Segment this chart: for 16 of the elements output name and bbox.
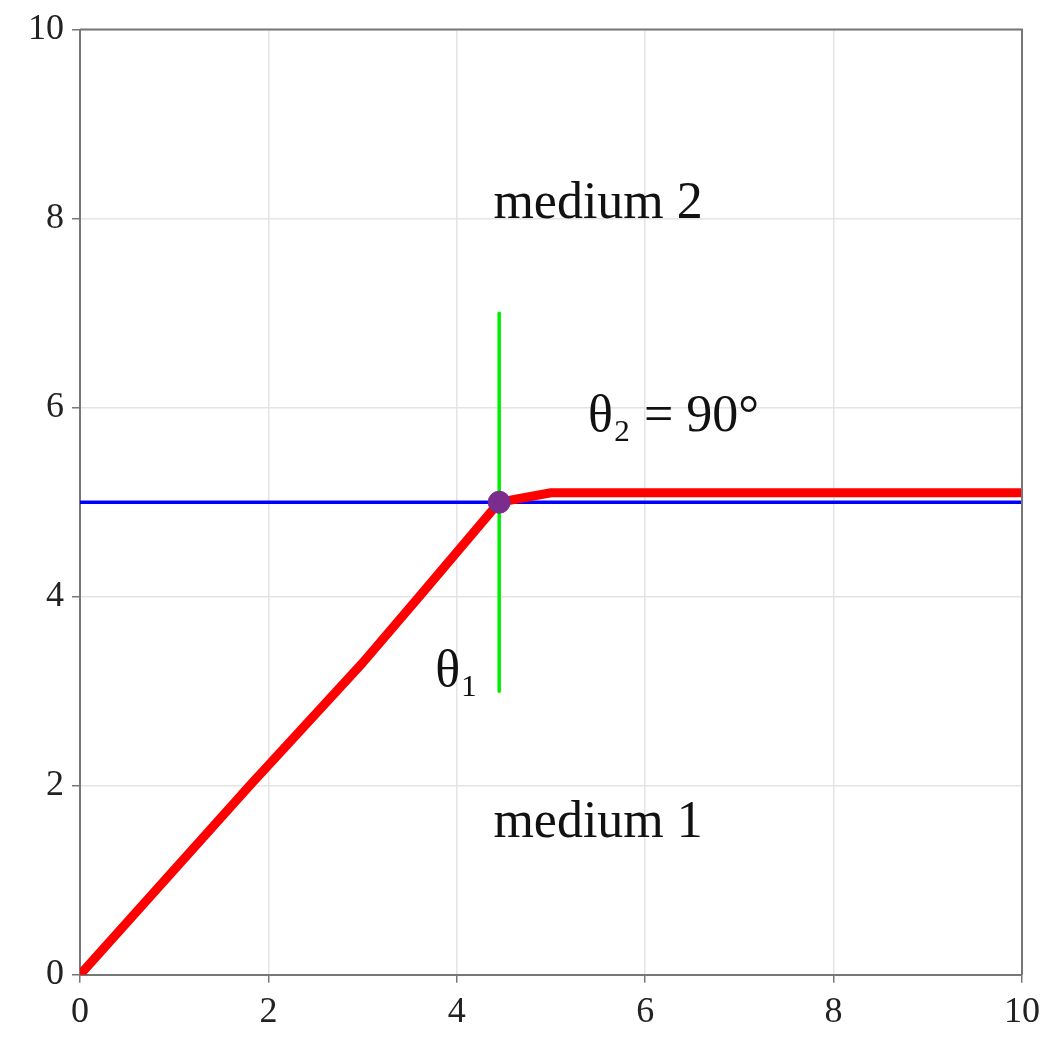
x-tick-label: 4 [447,989,466,1030]
y-tick-label: 6 [46,385,64,426]
annotation: θ₁ [435,639,479,697]
y-tick-label: 8 [46,196,64,237]
y-tick-label: 10 [28,7,64,48]
annotation: medium 1 [493,791,703,849]
y-tick-label: 4 [46,574,64,615]
x-tick-label: 8 [824,989,843,1030]
x-tick-label: 6 [636,989,655,1030]
x-tick-label: 0 [71,989,89,1030]
annotation: medium 2 [493,172,703,230]
annotation: θ₂ = 90° [587,384,760,442]
y-tick-label: 2 [46,763,64,804]
x-tick-label: 2 [259,989,278,1030]
y-tick-label: 0 [46,952,64,993]
x-tick-label: 10 [1004,989,1040,1030]
